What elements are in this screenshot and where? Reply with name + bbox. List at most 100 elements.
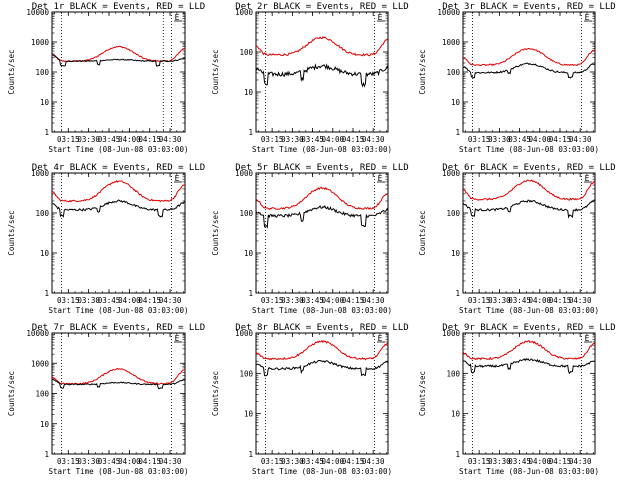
chart-title: Det 4r BLACK = Events, RED = LLD [32,163,205,173]
plot-frame [255,172,389,294]
x-tick-label: 03:45 [301,135,324,144]
x-tick-label: 03:30 [281,457,304,466]
plot-frame [51,11,186,133]
x-tick-label: 03:15 [57,296,80,305]
x-tick-label: 03:15 [468,135,491,144]
y-tick-label: 100 [446,68,460,77]
y-tick-label: 1 [455,450,460,459]
y-tick-label: 10000 [437,8,460,17]
y-tick-label: 10 [244,88,254,97]
series-line-events [462,62,595,79]
y-tick-label: 1000 [442,329,461,338]
x-tick-label: 04:15 [549,135,572,144]
plot-frame [462,172,596,294]
legend-mark: E [175,13,180,22]
x-tick-label: 03:30 [488,457,511,466]
chart-title: Det 8r BLACK = Events, RED = LLD [235,323,408,333]
x-tick-label: 04:30 [159,135,182,144]
y-tick-label: 1 [44,289,49,298]
plot-frame [462,332,596,455]
legend-mark: E [175,334,180,343]
x-tick-label: 03:30 [281,296,304,305]
x-tick-label: 03:45 [98,135,121,144]
y-tick-label: 1000 [442,38,461,47]
series-line-lld [255,339,389,361]
x-tick-label: 04:30 [159,457,182,466]
y-tick-label: 100 [239,48,253,57]
plot-frame [51,332,186,455]
x-tick-label: 03:30 [488,135,511,144]
y-tick-label: 10 [40,249,50,258]
x-tick-label: 03:30 [77,457,100,466]
series-line-lld [255,186,389,211]
x-tick-label: 04:00 [118,135,141,144]
y-axis-label: Counts/sec [211,210,220,255]
x-tick-label: 04:15 [342,135,365,144]
series-line-lld [255,36,389,57]
series-line-events [51,54,186,67]
x-tick-label: 04:15 [549,296,572,305]
y-tick-label: 1000 [31,38,50,47]
x-tick-label: 03:45 [98,457,121,466]
x-axis-label: Start Time (08-Jun-08 03:03:00) [252,145,392,154]
series-line-events [255,63,389,88]
y-tick-label: 1000 [235,329,254,338]
x-tick-label: 03:45 [508,457,531,466]
x-tick-label: 03:30 [77,296,100,305]
x-axis-label: Start Time (08-Jun-08 03:03:00) [459,467,599,476]
x-tick-label: 03:45 [98,296,121,305]
x-axis-label: Start Time (08-Jun-08 03:03:00) [49,306,189,315]
x-tick-label: 03:30 [281,135,304,144]
series-line-events [462,357,596,375]
x-axis-label: Start Time (08-Jun-08 03:03:00) [49,467,189,476]
y-tick-label: 10 [451,98,461,107]
y-axis-label: Counts/sec [418,210,427,255]
y-tick-label: 10 [451,410,461,419]
y-tick-label: 10 [40,98,50,107]
y-tick-label: 1000 [442,169,461,178]
plot-frame [255,11,389,133]
y-tick-label: 10 [40,420,50,429]
x-tick-label: 04:15 [138,296,161,305]
x-tick-label: 03:45 [508,296,531,305]
x-tick-label: 04:00 [321,457,344,466]
y-tick-label: 100 [446,209,460,218]
y-tick-label: 1 [248,128,253,137]
y-tick-label: 10 [244,410,254,419]
x-tick-label: 03:15 [261,135,284,144]
y-axis-label: Counts/sec [211,371,220,416]
legend-mark: E [378,13,383,22]
y-axis-label: Counts/sec [7,49,16,94]
legend-mark: E [175,174,180,183]
x-tick-label: 03:15 [468,296,491,305]
chart-title: Det 9r BLACK = Events, RED = LLD [442,323,615,333]
y-tick-label: 100 [239,369,253,378]
chart-title: Det 7r BLACK = Events, RED = LLD [32,323,205,333]
y-tick-label: 1 [455,128,460,137]
x-tick-label: 04:00 [528,296,551,305]
plot-frame [255,332,389,455]
x-tick-label: 04:15 [138,135,161,144]
x-tick-label: 04:30 [362,135,385,144]
legend-mark: E [585,13,590,22]
x-tick-label: 04:30 [569,457,592,466]
x-tick-label: 03:15 [57,457,80,466]
y-tick-label: 100 [35,68,49,77]
series-line-events [462,199,596,219]
x-axis-label: Start Time (08-Jun-08 03:03:00) [459,306,599,315]
x-tick-label: 04:30 [362,457,385,466]
legend-mark: E [378,334,383,343]
y-tick-label: 10000 [26,329,49,338]
y-axis-label: Counts/sec [418,49,427,94]
y-tick-label: 100 [35,209,49,218]
series-line-lld [51,179,186,203]
y-tick-label: 1000 [235,8,254,17]
x-tick-label: 03:15 [57,135,80,144]
chart-title: Det 5r BLACK = Events, RED = LLD [235,163,408,173]
